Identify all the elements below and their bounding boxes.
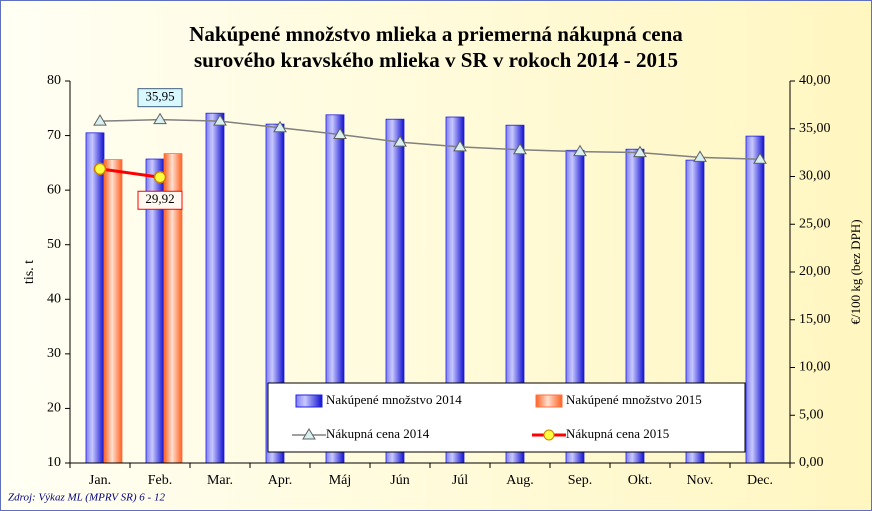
marker: [513, 142, 527, 155]
chart-title: surového kravského mlieka v SR v rokoch …: [194, 48, 678, 72]
x-tick-label: Apr.: [268, 473, 293, 488]
line: [99, 167, 161, 179]
bar: [85, 132, 105, 464]
legend-label: Nakúpené množstvo 2014: [326, 392, 462, 407]
y2-tick-label: 5,00: [799, 407, 824, 422]
x-tick-label: Jún: [390, 473, 409, 488]
y-tick-label: 70: [47, 128, 61, 143]
marker: [153, 112, 167, 125]
value-label: 29,92: [145, 191, 174, 206]
marker: [693, 150, 707, 162]
marker: [93, 162, 107, 176]
marker: [573, 144, 587, 157]
line: [99, 118, 761, 161]
value-label: 35,95: [145, 89, 174, 104]
legend-swatch: [295, 394, 323, 408]
y2-tick-label: 40,00: [799, 73, 831, 88]
x-tick-label: Sep.: [568, 473, 593, 488]
y-tick-label: 50: [47, 237, 61, 252]
source: Zdroj: Výkaz ML (MPRV SR) 6 - 12: [8, 492, 165, 504]
marker: [333, 127, 347, 139]
value-label-box: [137, 88, 183, 108]
y2-tick-label: 20,00: [799, 264, 831, 279]
legend-swatch: [535, 394, 563, 408]
y2-tick-label: 10,00: [799, 360, 831, 375]
x-tick-label: Máj: [329, 473, 352, 488]
marker: [93, 114, 107, 126]
marker: [453, 139, 467, 152]
y-tick-label: 10: [47, 455, 61, 470]
y2-tick-label: 15,00: [799, 312, 831, 327]
bar: [205, 112, 225, 464]
bar: [103, 159, 123, 464]
marker: [213, 114, 227, 126]
y2-tick-label: 35,00: [799, 121, 831, 136]
y-tick-label: 20: [47, 401, 61, 416]
marker: [753, 152, 767, 164]
x-tick-label: Dec.: [747, 473, 773, 488]
y2-axis-label: €/100 kg (bez DPH): [848, 219, 863, 324]
value-label-box: [137, 190, 183, 210]
x-tick-label: Aug.: [506, 473, 534, 488]
y-tick-label: 40: [47, 292, 61, 307]
legend-marker: [543, 429, 555, 441]
x-tick-label: Júl: [452, 473, 468, 488]
y2-tick-label: 0,00: [799, 455, 824, 470]
chart-title: Nakúpené množstvo mlieka a priemerná nák…: [189, 22, 683, 46]
x-tick-label: Feb.: [148, 473, 173, 488]
x-tick-label: Mar.: [207, 473, 233, 488]
legend-label: Nákupná cena 2014: [326, 426, 430, 441]
legend-label: Nakúpené množstvo 2015: [566, 392, 702, 407]
marker: [273, 120, 287, 133]
y-axis-label: tis. t: [22, 260, 37, 284]
bar: [745, 135, 765, 464]
marker: [153, 171, 167, 184]
marker: [633, 145, 647, 158]
y-tick-label: 80: [47, 73, 61, 88]
x-tick-label: Okt.: [628, 473, 653, 488]
legend-box: [267, 382, 746, 453]
marker: [393, 135, 407, 147]
legend-marker: [302, 428, 316, 440]
y2-tick-label: 30,00: [799, 169, 831, 184]
y-tick-label: 30: [47, 346, 61, 361]
x-tick-label: Nov.: [687, 473, 714, 488]
y-tick-label: 60: [47, 182, 61, 197]
x-tick-label: Jan.: [89, 473, 111, 488]
y2-tick-label: 25,00: [799, 216, 831, 231]
legend-label: Nákupná cena 2015: [566, 426, 669, 441]
